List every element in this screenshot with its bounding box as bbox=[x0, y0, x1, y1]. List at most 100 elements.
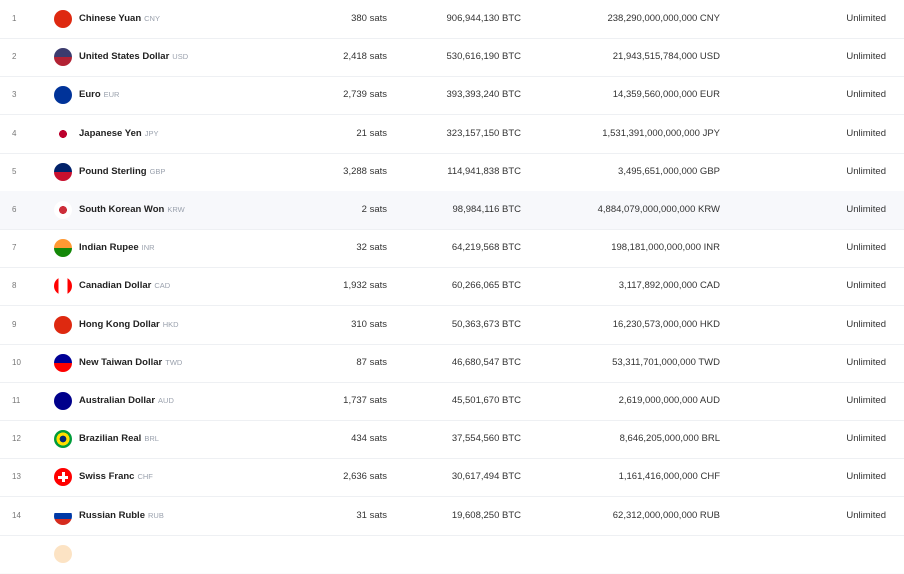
flag-icon bbox=[54, 201, 72, 219]
supply-limit: Unlimited bbox=[846, 509, 886, 521]
table-row[interactable]: 4 Japanese Yen JPY 21 sats 323,157,150 BT… bbox=[0, 115, 904, 154]
rank: 6 bbox=[12, 205, 17, 214]
price-sats: 1,932 sats bbox=[343, 280, 387, 292]
market-cap-btc: 19,608,250 BTC bbox=[451, 509, 521, 521]
currency-name[interactable]: Russian Ruble RUB bbox=[79, 497, 164, 535]
flag-icon bbox=[54, 430, 72, 449]
currency-name[interactable]: Australian Dollar AUD bbox=[79, 382, 174, 420]
supply: 198,181,000,000,000 INR bbox=[611, 242, 720, 254]
currency-code: KRW bbox=[167, 205, 185, 214]
currency-code: JPY bbox=[144, 128, 159, 138]
table-row[interactable]: 1 Chinese Yuan CNY 380 sats 906,944,130 B… bbox=[0, 0, 904, 39]
flag-icon bbox=[54, 468, 72, 487]
currency-name[interactable]: Brazilian Real BRL bbox=[79, 420, 159, 458]
supply: 1,161,416,000,000 CHF bbox=[618, 471, 720, 483]
currency-name[interactable]: Canadian Dollar CAD bbox=[79, 267, 170, 305]
currency-name[interactable]: South Korean Won KRW bbox=[79, 191, 185, 229]
rank: 11 bbox=[12, 396, 21, 405]
supply-limit: Unlimited bbox=[846, 13, 886, 24]
price-sats: 32 sats bbox=[356, 242, 387, 254]
price-sats: 1,737 sats bbox=[343, 395, 387, 406]
market-cap-btc: 530,616,190 BTC bbox=[446, 51, 521, 63]
currency-name-text: United States Dollar bbox=[79, 51, 170, 63]
supply-limit: Unlimited bbox=[846, 127, 886, 139]
currency-code: AUD bbox=[158, 396, 174, 405]
currency-code: CAD bbox=[154, 281, 171, 291]
table-row[interactable]: 3 Euro EUR 2,739 sats 393,393,240 BTC 14,… bbox=[0, 76, 904, 116]
flag-icon bbox=[54, 86, 72, 105]
market-cap-btc: 323,157,150 BTC bbox=[446, 127, 521, 139]
supply: 3,117,892,000,000 CAD bbox=[618, 280, 720, 292]
currency-name-text: Chinese Yuan bbox=[79, 13, 142, 24]
currency-name[interactable]: Pound Sterling GBP bbox=[79, 153, 165, 191]
rank: 12 bbox=[12, 434, 21, 444]
flag-icon bbox=[54, 162, 72, 181]
market-cap-btc: 64,219,568 BTC bbox=[451, 242, 521, 254]
currency-name[interactable]: Swiss Franc CHF bbox=[79, 458, 153, 496]
supply-limit: Unlimited bbox=[846, 471, 886, 483]
table-row[interactable]: 12 Brazilian Real BRL 434 sats 37,554,560… bbox=[0, 420, 904, 460]
table-row[interactable]: 8 Canadian Dollar CAD 1,932 sats 60,266,0… bbox=[0, 267, 904, 307]
rank: 5 bbox=[12, 166, 17, 176]
currency-name[interactable]: Indian Rupee INR bbox=[79, 229, 155, 267]
currency-name-text: Brazilian Real bbox=[79, 433, 142, 445]
currency-name[interactable]: Japanese Yen JPY bbox=[79, 115, 158, 153]
currency-name[interactable]: United States Dollar USD bbox=[79, 38, 188, 76]
supply: 1,531,391,000,000,000 JPY bbox=[602, 127, 720, 139]
table-row[interactable]: 7 Indian Rupee INR 32 sats 64,219,568 BTC… bbox=[0, 229, 904, 269]
currency-name[interactable]: Euro EUR bbox=[79, 76, 119, 114]
currency-code: USD bbox=[172, 52, 189, 62]
currency-code: EUR bbox=[103, 90, 120, 100]
table-row[interactable]: 6 South Korean Won KRW 2 sats 98,984,116 … bbox=[0, 191, 904, 230]
market-cap-btc: 906,944,130 BTC bbox=[446, 13, 521, 24]
table-row[interactable]: 11 Australian Dollar AUD 1,737 sats 45,50… bbox=[0, 382, 904, 421]
rank: 10 bbox=[12, 357, 21, 367]
currency-name-text: Canadian Dollar bbox=[79, 280, 152, 292]
table-row[interactable]: 13 Swiss Franc CHF 2,636 sats 30,617,494 … bbox=[0, 458, 904, 498]
table-row[interactable]: 2 United States Dollar USD 2,418 sats 530… bbox=[0, 38, 904, 78]
currency-name[interactable]: Hong Kong Dollar HKD bbox=[79, 306, 179, 344]
flag-icon bbox=[54, 10, 72, 28]
table-row[interactable]: 9 Hong Kong Dollar HKD 310 sats 50,363,67… bbox=[0, 306, 904, 345]
table-row[interactable]: 10 New Taiwan Dollar TWD 87 sats 46,680,5… bbox=[0, 344, 904, 383]
currency-name[interactable]: New Taiwan Dollar TWD bbox=[79, 344, 182, 382]
currency-code: TWD bbox=[165, 357, 183, 367]
price-sats: 31 sats bbox=[356, 509, 387, 521]
price-sats: 310 sats bbox=[351, 318, 387, 330]
rank: 14 bbox=[12, 510, 21, 520]
currency-name-text: Hong Kong Dollar bbox=[79, 318, 160, 330]
table-row-partial bbox=[0, 535, 904, 574]
supply: 3,495,651,000,000 GBP bbox=[618, 165, 720, 177]
rank: 9 bbox=[12, 319, 17, 329]
price-sats: 380 sats bbox=[351, 13, 387, 24]
supply-limit: Unlimited bbox=[846, 165, 886, 177]
price-sats: 21 sats bbox=[356, 127, 387, 139]
rank: 7 bbox=[12, 243, 17, 253]
supply: 62,312,000,000,000 RUB bbox=[612, 509, 720, 521]
supply-limit: Unlimited bbox=[846, 280, 886, 292]
flag-icon bbox=[54, 239, 72, 258]
currency-name[interactable]: Chinese Yuan CNY bbox=[79, 0, 160, 38]
currency-code: CHF bbox=[137, 472, 153, 482]
price-sats: 3,288 sats bbox=[343, 165, 387, 177]
currency-name-text: Swiss Franc bbox=[79, 471, 135, 483]
rank: 3 bbox=[12, 90, 17, 100]
table-row[interactable]: 5 Pound Sterling GBP 3,288 sats 114,941,8… bbox=[0, 153, 904, 192]
supply: 21,943,515,784,000 USD bbox=[612, 51, 720, 63]
price-sats: 2,636 sats bbox=[343, 471, 387, 483]
price-sats: 2 sats bbox=[361, 204, 387, 215]
supply-limit: Unlimited bbox=[846, 242, 886, 254]
price-sats: 2,739 sats bbox=[343, 89, 387, 101]
market-cap-btc: 60,266,065 BTC bbox=[451, 280, 521, 292]
table-row[interactable]: 14 Russian Ruble RUB 31 sats 19,608,250 B… bbox=[0, 497, 904, 536]
supply: 2,619,000,000,000 AUD bbox=[618, 395, 720, 406]
supply-limit: Unlimited bbox=[846, 433, 886, 445]
rank: 4 bbox=[12, 128, 17, 138]
supply-limit: Unlimited bbox=[846, 356, 886, 368]
currency-name-text: Pound Sterling bbox=[79, 165, 147, 177]
rank: 8 bbox=[12, 281, 17, 291]
price-sats: 87 sats bbox=[356, 356, 387, 368]
currency-name-text: Australian Dollar bbox=[79, 395, 156, 406]
currency-name-text: South Korean Won bbox=[79, 204, 165, 215]
rank: 13 bbox=[12, 472, 21, 482]
